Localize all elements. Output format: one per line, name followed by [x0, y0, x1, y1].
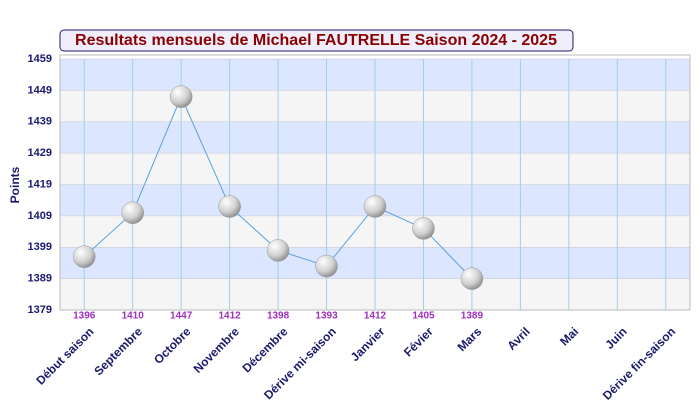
- x-tick-label: Avril: [504, 324, 532, 352]
- x-tick-label: Décembre: [240, 324, 291, 375]
- y-tick-label: 1389: [28, 273, 52, 285]
- y-tick-label: 1439: [28, 116, 52, 128]
- x-tick-label: Début saison: [33, 324, 96, 387]
- data-point: [72, 245, 96, 268]
- data-point: [218, 195, 241, 218]
- value-label: 1389: [461, 311, 484, 322]
- x-tick-label: Janvier: [348, 324, 388, 364]
- data-point: [412, 217, 435, 240]
- x-tick-label: Octobre: [151, 324, 194, 367]
- chart-title: Resultats mensuels de Michael FAUTRELLE …: [75, 32, 557, 49]
- y-axis-label: Points: [8, 166, 22, 203]
- title-box: [59, 29, 574, 52]
- plot-background: [59, 54, 691, 311]
- y-tick-label: 1429: [28, 147, 52, 159]
- value-label: 1412: [364, 311, 387, 322]
- y-tick-label: 1409: [28, 210, 52, 222]
- y-tick-label: 1449: [28, 84, 52, 96]
- x-tick-label: Juin: [602, 324, 629, 351]
- data-point: [266, 239, 290, 262]
- value-label: 1398: [267, 311, 290, 322]
- y-tick-label: 1419: [28, 178, 52, 190]
- plot-border: [59, 54, 691, 311]
- data-point: [315, 254, 338, 278]
- data-point: [363, 195, 387, 218]
- x-tick-label: Septembre: [91, 324, 145, 378]
- value-label: 1447: [170, 311, 193, 322]
- x-tick-label: Févier: [401, 324, 436, 359]
- data-point: [121, 201, 144, 224]
- value-label: 1412: [218, 311, 241, 322]
- y-tick-label: 1399: [28, 241, 52, 253]
- x-tick-label: Mai: [557, 324, 581, 348]
- y-tick-label: 1459: [28, 53, 52, 65]
- value-label: 1405: [412, 311, 435, 322]
- value-label: 1396: [73, 311, 96, 322]
- x-tick-label: Mars: [455, 324, 485, 354]
- value-label: 1410: [122, 311, 145, 322]
- data-point: [169, 85, 193, 108]
- x-tick-label: Novembre: [191, 324, 243, 376]
- y-tick-label: 1379: [28, 304, 52, 316]
- value-label: 1393: [315, 311, 338, 322]
- data-point: [460, 267, 484, 290]
